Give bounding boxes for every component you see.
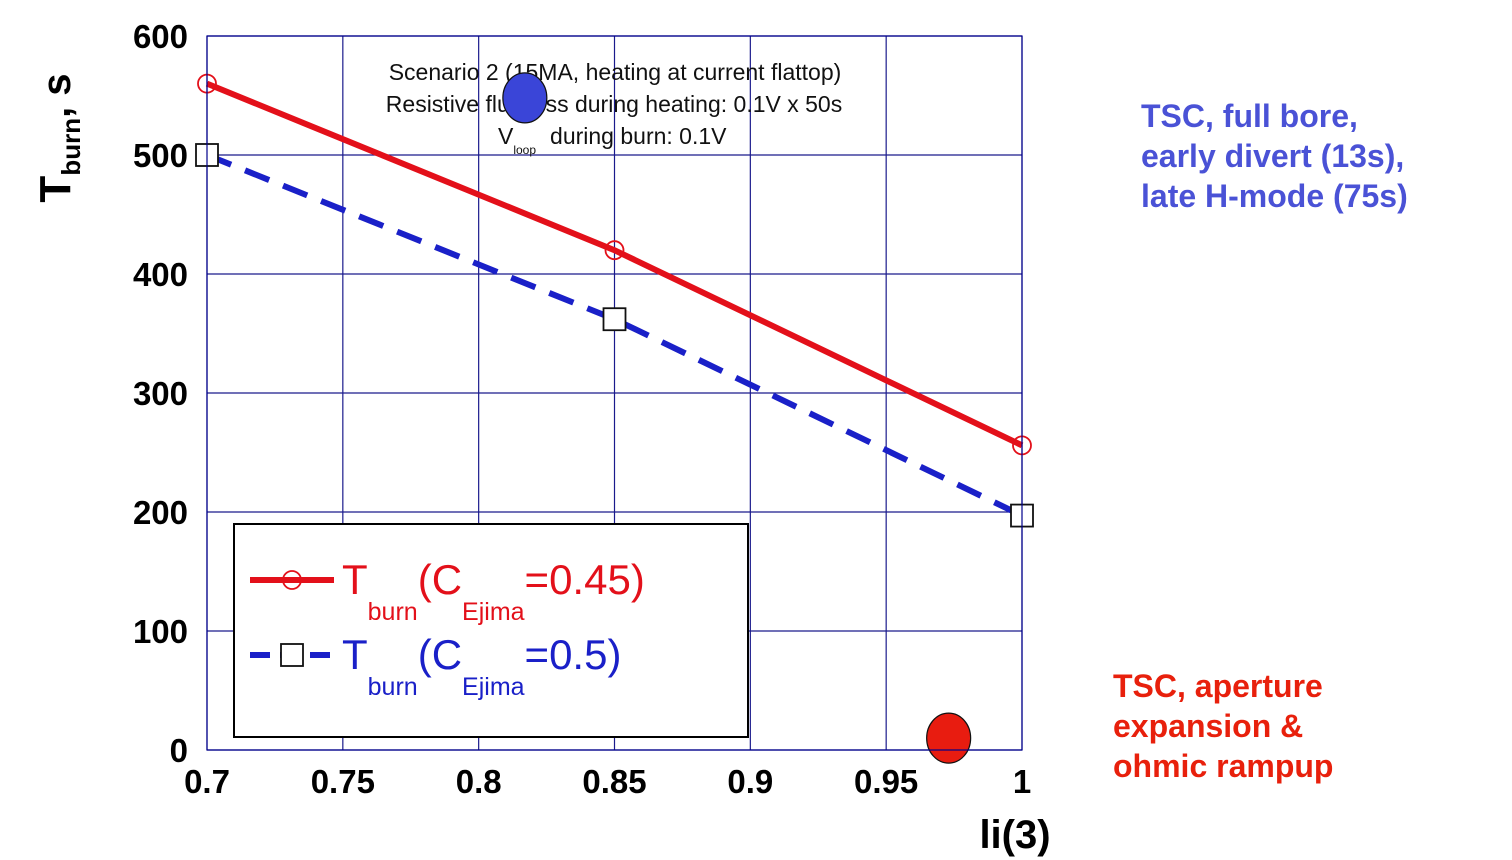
y-axis-label-sub: burn [56, 118, 86, 176]
y-tick-label: 600 [133, 18, 188, 55]
svg-text:Tburn, s: Tburn, s [31, 73, 86, 202]
series-line-1 [205, 80, 1024, 449]
x-tick-label: 0.8 [456, 763, 502, 800]
annotation-line-3: Vloop during burn: 0.1V [498, 123, 727, 157]
x-tick-label: 1 [1013, 763, 1031, 800]
red-dot-marker [926, 712, 972, 764]
annotation-line-2: Resistive flux loss during heating: 0.1V… [386, 91, 842, 117]
series-line-2 [205, 152, 1024, 519]
y-axis-label: Tburn, s [31, 73, 86, 202]
annotation-line-3-prefix: V [498, 123, 514, 149]
annotation-line-1: Scenario 2 (15MA, heating at current fla… [389, 59, 842, 85]
x-tick-label: 0.7 [184, 763, 230, 800]
blue-dot-marker [502, 72, 548, 124]
y-tick-label: 500 [133, 137, 188, 174]
data-point-square [602, 307, 627, 332]
y-tick-label: 200 [133, 494, 188, 531]
x-tick-label: 0.75 [311, 763, 375, 800]
legend-marker-circle [282, 570, 302, 590]
y-tick-label: 400 [133, 256, 188, 293]
legend: Tburn(CEjima=0.45)Tburn(CEjima=0.5) [233, 523, 749, 738]
side-note-bottom: TSC, aperture expansion & ohmic rampup [1113, 668, 1334, 784]
legend-label-2: Tburn(CEjima=0.5) [342, 631, 621, 701]
y-axis-label-suffix: , s [35, 73, 79, 117]
y-axis-label-main: T [31, 176, 80, 203]
annotation-line-3-sub: loop [513, 143, 536, 157]
scenario-annotation: Scenario 2 (15MA, heating at current fla… [386, 59, 842, 157]
legend-label-1: Tburn(CEjima=0.45) [342, 556, 645, 626]
data-point-circle [604, 240, 625, 261]
plot-frame [206, 35, 1023, 751]
annotation-line-3-suffix: during burn: 0.1V [550, 123, 727, 149]
x-tick-label: 0.85 [582, 763, 646, 800]
y-tick-label: 0 [170, 732, 188, 769]
legend-box [233, 523, 749, 738]
y-tick-label: 300 [133, 375, 188, 412]
side-note-top: TSC, full bore, early divert (13s), late… [1141, 98, 1408, 214]
y-ticks: 0 100 200 300 400 500 600 [133, 18, 188, 769]
y-tick-label: 100 [133, 613, 188, 650]
x-axis-label: li(3) [979, 813, 1050, 857]
x-ticks: 0.7 0.75 0.8 0.85 0.9 0.95 1 [184, 763, 1031, 800]
x-tick-label: 0.95 [854, 763, 918, 800]
legend-marker-square [280, 643, 304, 667]
x-tick-label: 0.9 [727, 763, 773, 800]
